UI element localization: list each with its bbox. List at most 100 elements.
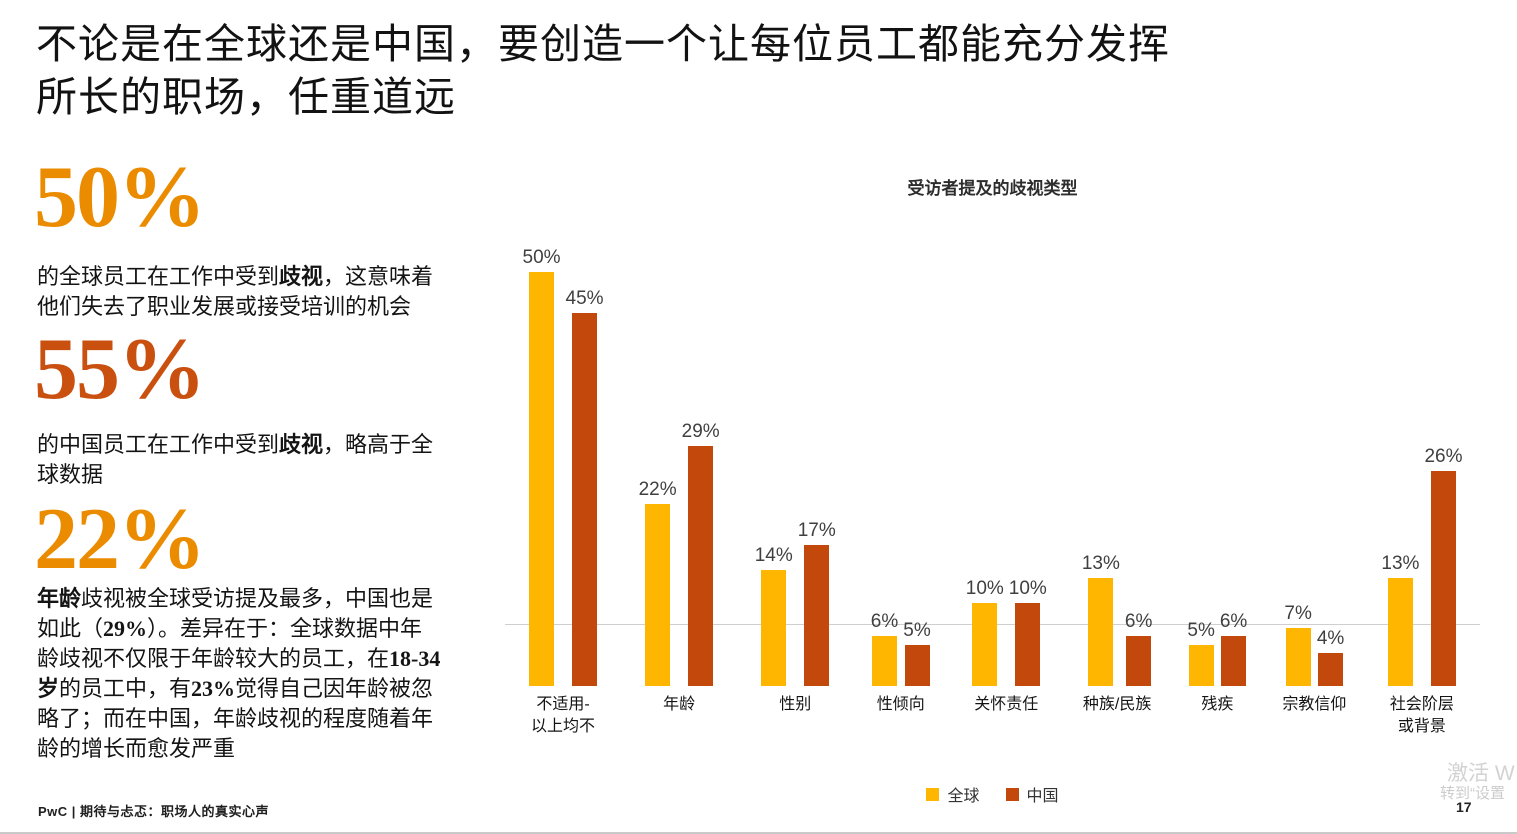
bar-column: 13% [1082, 553, 1120, 686]
bar-全球 [1088, 578, 1114, 686]
category-label: 年龄 [663, 696, 696, 713]
bar-column: 26% [1424, 446, 1462, 686]
bar-中国 [904, 645, 930, 686]
stat-description-global: 的全球员工在工作中受到歧视，这意味着 他们失去了职业发展或接受培训的机会 [37, 264, 434, 319]
bar-pair: 14% 17% [755, 230, 836, 686]
bar-column: 5% [903, 620, 931, 686]
category-label: 宗教信仰 [1282, 696, 1347, 713]
bar-pair: 7% 4% [1284, 230, 1344, 686]
bar-中国 [1126, 636, 1152, 686]
bar-column: 13% [1381, 553, 1419, 686]
bar-column: 29% [682, 421, 720, 686]
chart-title: 受访者提及的歧视类型 [907, 179, 1078, 198]
bar-全球 [972, 603, 998, 686]
bar-column: 5% [1187, 620, 1215, 686]
bar-group: 13% 6% 种族/民族 [1082, 230, 1153, 738]
bar-column: 6% [871, 611, 898, 686]
bar-column: 22% [639, 479, 677, 686]
stat-description-age: 年龄歧视被全球受访提及最多，中国也是 如此（29%）。差异在于：全球数据中年 龄歧视… [37, 586, 441, 761]
category-label: 性别 [779, 696, 812, 713]
bar-group: 14% 17% 性别 [755, 230, 836, 738]
bar-中国 [1318, 653, 1344, 686]
bar-value-label: 5% [903, 620, 931, 641]
bar-全球 [1285, 628, 1311, 686]
bar-全球 [1387, 578, 1413, 686]
bar-value-label: 5% [1187, 620, 1215, 641]
bar-value-label: 13% [1081, 553, 1120, 574]
bar-pair: 22% 29% [639, 230, 720, 686]
bar-全球 [872, 636, 898, 686]
stat-value-age-22: 22% [34, 491, 206, 588]
bar-column: 50% [523, 247, 561, 686]
bar-pair: 50% 45% [523, 230, 604, 686]
stat-value-global-50: 50% [34, 149, 206, 246]
bar-中国 [688, 446, 714, 686]
bar-全球 [761, 570, 787, 686]
bar-value-label: 13% [1381, 553, 1420, 574]
bar-column: 7% [1284, 603, 1312, 686]
bar-column: 6% [1125, 611, 1152, 686]
bar-中国 [1430, 471, 1456, 686]
bar-value-label: 7% [1284, 603, 1312, 624]
bar-group: 50% 45% 不适用- 以上均不 [523, 230, 604, 738]
legend-label: 全球 [947, 788, 980, 805]
bar-column: 10% [1009, 578, 1047, 686]
bar-group: 10% 10% 关怀责任 [966, 230, 1047, 738]
bar-group: 7% 4% 宗教信仰 [1282, 230, 1346, 738]
bar-column: 17% [798, 520, 836, 686]
bar-pair: 13% 26% [1381, 230, 1462, 686]
page-number: 17 [1456, 799, 1472, 815]
bar-value-label: 10% [1008, 578, 1047, 599]
discrimination-bar-chart: 受访者提及的歧视类型 50% 45% 不适用- 以上均不 22% 29% 年龄 14% 17% 性… [505, 168, 1480, 818]
bar-中国 [572, 313, 598, 686]
bar-中国 [1221, 636, 1247, 686]
category-label: 种族/民族 [1082, 696, 1152, 713]
chart-legend: 全球 中国 [505, 782, 1480, 806]
bar-中国 [804, 545, 830, 686]
bar-pair: 10% 10% [966, 230, 1047, 686]
category-label: 不适用- 以上均不 [531, 696, 596, 735]
category-label: 关怀责任 [974, 696, 1039, 713]
bar-group: 5% 6% 残疾 [1187, 230, 1247, 738]
bar-column: 6% [1220, 611, 1247, 686]
bar-value-label: 10% [965, 578, 1004, 599]
bar-value-label: 22% [638, 479, 677, 500]
legend-swatch-icon [1005, 787, 1019, 801]
chart-plot: 50% 45% 不适用- 以上均不 22% 29% 年龄 14% 17% 性别 6% 5% 性倾向 10%… [505, 230, 1480, 738]
bar-column: 4% [1317, 628, 1344, 686]
slide-title: 不论是在全球还是中国，要创造一个让每位员工都能充分发挥 所长的职场，任重道远 [36, 21, 1170, 120]
legend-item-中国: 中国 [1005, 782, 1059, 806]
bar-value-label: 17% [797, 520, 836, 541]
legend-item-全球: 全球 [926, 782, 980, 806]
bar-value-label: 50% [522, 247, 561, 268]
bar-column: 14% [755, 545, 793, 686]
category-label: 社会阶层 或背景 [1389, 696, 1454, 735]
legend-label: 中国 [1026, 788, 1059, 805]
bar-value-label: 26% [1424, 446, 1463, 467]
windows-activation-watermark-line1: 激活 W [1447, 762, 1515, 785]
legend-swatch-icon [926, 787, 940, 801]
bar-column: 10% [966, 578, 1004, 686]
windows-activation-watermark-line2: 转到“设置 [1440, 785, 1505, 802]
bar-pair: 5% 6% [1187, 230, 1247, 686]
bar-全球 [1188, 645, 1214, 686]
category-label: 残疾 [1201, 696, 1234, 713]
bar-pair: 6% 5% [871, 230, 931, 686]
bar-pair: 13% 6% [1082, 230, 1152, 686]
bar-value-label: 29% [681, 421, 720, 442]
bar-value-label: 6% [1124, 611, 1153, 632]
bar-group: 13% 26% 社会阶层 或背景 [1381, 230, 1462, 738]
bar-group: 22% 29% 年龄 [639, 230, 720, 738]
bar-value-label: 6% [870, 611, 899, 632]
bar-中国 [1015, 603, 1041, 686]
stat-description-china: 的中国员工在工作中受到歧视，略高于全 球数据 [37, 432, 434, 487]
stat-value-china-55: 55% [34, 321, 206, 418]
bar-全球 [529, 272, 555, 686]
footer-text: PwC | 期待与忐忑：职场人的真实心声 [38, 804, 270, 819]
bar-column: 45% [566, 288, 604, 686]
category-label: 性倾向 [876, 696, 925, 713]
bar-value-label: 6% [1219, 611, 1248, 632]
bar-group: 6% 5% 性倾向 [871, 230, 931, 738]
bar-value-label: 14% [754, 545, 793, 566]
